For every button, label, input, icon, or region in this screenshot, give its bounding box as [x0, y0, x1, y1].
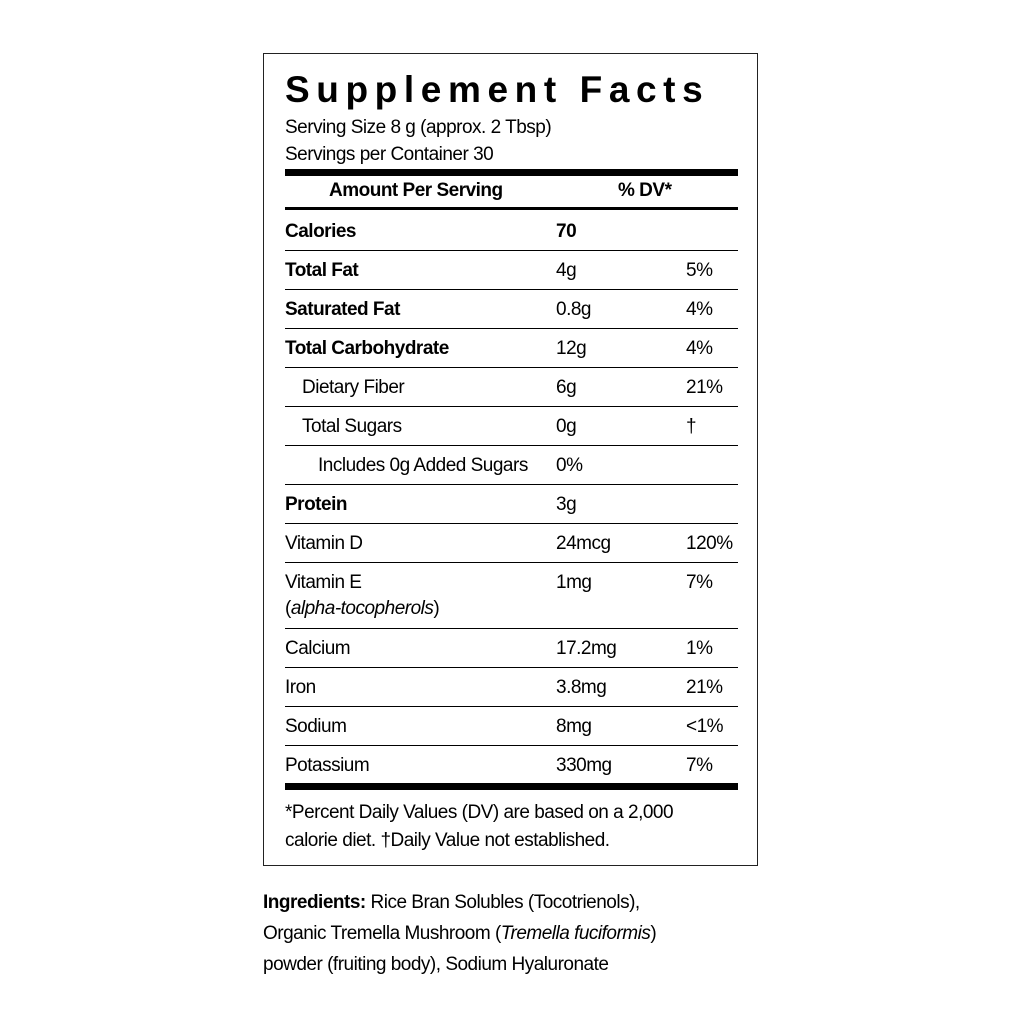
nutrient-table: Calories 70 Total Fat 4g 5% Saturated Fat 0.8g… — [285, 212, 738, 784]
table-row: Dietary Fiber 6g 21% — [285, 368, 738, 407]
ingredients: Ingredients: Rice Bran Solubles (Tocotri… — [263, 887, 763, 980]
nutrient-name: Saturated Fat — [285, 299, 400, 320]
nutrient-name: Total Carbohydrate — [285, 338, 449, 359]
table-row: Saturated Fat 0.8g 4% — [285, 290, 738, 329]
ingredients-text: Rice Bran Solubles (Tocotrienols), — [365, 892, 641, 913]
table-row: Calories 70 — [285, 212, 738, 251]
nutrient-dv: 4% — [686, 338, 713, 359]
ingredients-italic: Tremella fuciformis — [500, 923, 651, 944]
table-row: Total Sugars 0g † — [285, 407, 738, 446]
nutrient-name: Total Fat — [285, 260, 359, 281]
nutrient-name: Includes 0g Added Sugars — [318, 455, 528, 476]
nutrient-dv: <1% — [686, 716, 724, 737]
table-row: Includes 0g Added Sugars 0% — [285, 446, 738, 485]
nutrient-name: Potassium — [285, 755, 370, 776]
nutrient-dv: 1% — [686, 638, 713, 659]
nutrient-amount: 0.8g — [556, 299, 591, 320]
nutrient-amount: 24mcg — [556, 533, 611, 554]
ingredients-text: Organic Tremella Mushroom ( — [263, 923, 501, 944]
nutrient-name: Calcium — [285, 638, 351, 659]
dv-header: % DV* — [618, 180, 672, 201]
thick-divider-bottom — [285, 783, 738, 790]
table-row: Sodium 8mg <1% — [285, 707, 738, 746]
nutrient-amount: 0g — [556, 416, 577, 437]
footnote-line: *Percent Daily Values (DV) are based on … — [285, 802, 674, 823]
nutrient-name: Calories — [285, 221, 356, 242]
table-row: Calcium 17.2mg 1% — [285, 629, 738, 668]
nutrient-name: Sodium — [285, 716, 347, 737]
nutrient-dv: † — [686, 416, 697, 437]
table-row: Total Carbohydrate 12g 4% — [285, 329, 738, 368]
nutrient-name: Total Sugars — [302, 416, 402, 437]
amount-header: Amount Per Serving — [329, 180, 503, 201]
nutrient-name: Dietary Fiber — [302, 377, 405, 398]
nutrient-amount: 1mg — [556, 572, 592, 593]
nutrient-dv: 5% — [686, 260, 713, 281]
nutrient-name: Vitamin E — [285, 572, 362, 593]
nutrient-amount: 6g — [556, 377, 577, 398]
nutrient-subname-text: alpha-tocopherols — [290, 598, 434, 619]
nutrient-dv: 120% — [686, 533, 733, 554]
nutrient-dv: 4% — [686, 299, 713, 320]
nutrient-dv: 21% — [686, 677, 723, 698]
nutrient-amount: 3.8mg — [556, 677, 607, 698]
nutrient-dv: 7% — [686, 572, 713, 593]
nutrient-amount: 70 — [556, 221, 577, 242]
nutrient-dv: 7% — [686, 755, 713, 776]
serving-size: Serving Size 8 g (approx. 2 Tbsp) — [285, 117, 552, 138]
nutrient-amount: 0% — [556, 455, 583, 476]
nutrient-dv: 21% — [686, 377, 723, 398]
nutrient-amount: 3g — [556, 494, 577, 515]
table-row: Vitamin E (alpha-tocopherols) 1mg 7% — [285, 563, 738, 629]
supplement-facts-panel: Supplement Facts Serving Size 8 g (appro… — [263, 53, 758, 866]
table-row: Iron 3.8mg 21% — [285, 668, 738, 707]
footnote-line: calorie diet. †Daily Value not establish… — [285, 830, 610, 851]
thick-divider — [285, 169, 738, 176]
table-row: Potassium 330mg 7% — [285, 746, 738, 784]
nutrient-amount: 330mg — [556, 755, 612, 776]
nutrient-amount: 12g — [556, 338, 587, 359]
servings-per-container: Servings per Container 30 — [285, 144, 494, 165]
table-row: Vitamin D 24mcg 120% — [285, 524, 738, 563]
nutrient-amount: 8mg — [556, 716, 592, 737]
ingredients-text: powder (fruiting body), Sodium Hyalurona… — [263, 954, 609, 975]
column-header: Amount Per Serving % DV* — [285, 178, 738, 208]
table-row: Total Fat 4g 5% — [285, 251, 738, 290]
nutrient-name: Protein — [285, 494, 347, 515]
panel-title: Supplement Facts — [285, 69, 710, 110]
nutrient-subname: (alpha-tocopherols) — [285, 598, 440, 619]
nutrient-name: Iron — [285, 677, 316, 698]
ingredients-label: Ingredients: — [263, 892, 366, 913]
ingredients-text: ) — [650, 923, 657, 944]
nutrient-amount: 17.2mg — [556, 638, 617, 659]
nutrient-name: Vitamin D — [285, 533, 363, 554]
table-row: Protein 3g — [285, 485, 738, 524]
nutrient-amount: 4g — [556, 260, 577, 281]
header-divider — [285, 207, 738, 210]
footnote: *Percent Daily Values (DV) are based on … — [285, 799, 738, 855]
